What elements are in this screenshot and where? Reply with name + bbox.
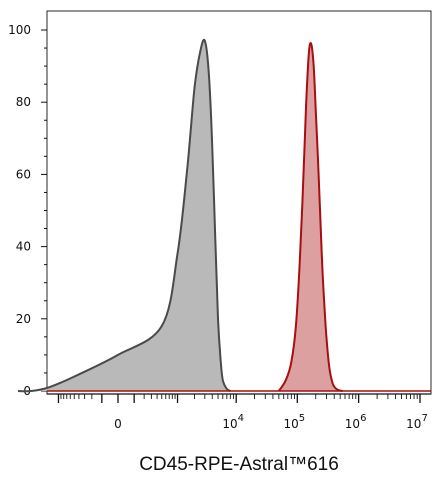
x-tick-label: 107 (406, 413, 428, 431)
x-tick-label: 105 (283, 413, 305, 431)
x-tick-base: 10 (222, 417, 237, 431)
x-tick-base: 10 (406, 417, 421, 431)
y-tick-label: 40 (16, 240, 31, 254)
x-tick-base: 10 (283, 417, 298, 431)
x-tick-exponent: 7 (421, 413, 427, 424)
x-tick-label: 0 (114, 417, 122, 431)
x-tick-exponent: 4 (238, 413, 244, 424)
y-tick-label: 20 (16, 312, 31, 326)
x-tick-label: 104 (222, 413, 244, 431)
x-axis: 0 104 105 106 107 (47, 393, 431, 431)
x-tick-base: 10 (345, 417, 360, 431)
series-1-line (17, 38, 231, 393)
y-tick-label: 100 (8, 23, 31, 37)
x-tick-exponent: 5 (299, 413, 305, 424)
y-tick-label: 60 (16, 167, 31, 181)
series-2-line (277, 42, 343, 392)
plot-frame (46, 10, 432, 395)
series-1-area (18, 39, 231, 392)
series-2-area (278, 43, 343, 392)
x-tick-label: 106 (345, 413, 367, 431)
series-group (17, 38, 431, 393)
x-tick-exponent: 6 (360, 413, 366, 424)
x-tick-base: 0 (114, 417, 122, 431)
x-axis-label: CD45-RPE-Astral™616 (139, 454, 339, 475)
y-tick-label: 80 (16, 95, 31, 109)
